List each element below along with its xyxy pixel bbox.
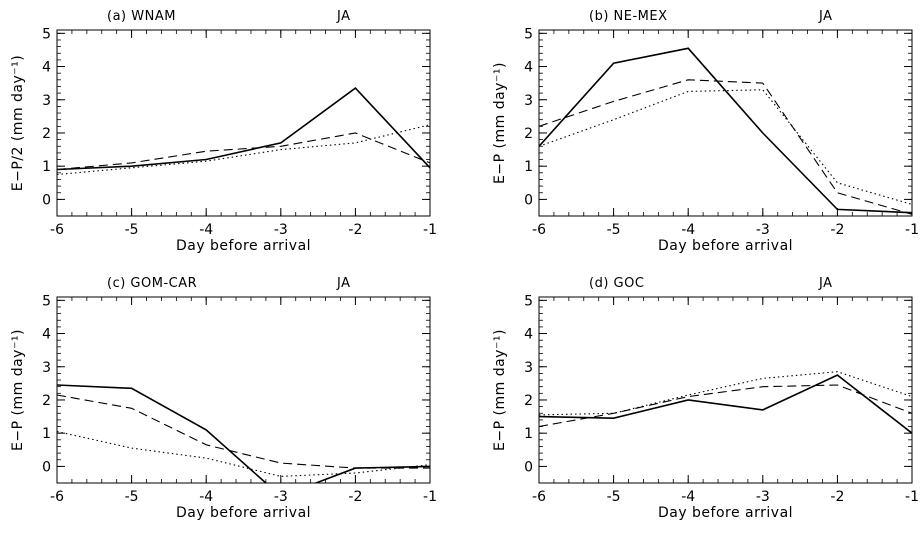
y-tick-label: 4 xyxy=(524,60,533,76)
x-tick-label: -6 xyxy=(532,489,546,505)
y-tick-label: 2 xyxy=(524,393,533,409)
y-tick-label: 1 xyxy=(42,159,51,175)
y-tick-label: 2 xyxy=(42,126,51,142)
season-label: JA xyxy=(336,276,351,291)
series-line-solid xyxy=(539,47,912,214)
x-tick-label: -4 xyxy=(681,222,695,238)
y-tick-label: 0 xyxy=(42,192,51,208)
y-axis-title: E−P (mm day⁻¹) xyxy=(492,329,508,451)
season-label: JA xyxy=(336,9,351,24)
panel-title: (b) NE-MEX xyxy=(589,9,668,24)
x-tick-label: -2 xyxy=(348,222,362,238)
series-line-dashed xyxy=(57,132,430,171)
y-tick-label: 1 xyxy=(42,426,51,442)
x-tick-label: -5 xyxy=(607,489,621,505)
x-axis-title: Day before arrival xyxy=(176,505,311,521)
y-tick-label: 5 xyxy=(524,293,533,309)
x-tick-label: -6 xyxy=(532,222,546,238)
x-tick-label: -1 xyxy=(905,489,919,505)
y-tick-label: 4 xyxy=(524,327,533,343)
series-line-dotted xyxy=(57,430,430,477)
panel-title: (a) WNAM xyxy=(107,9,176,24)
y-axis-title: E−P/2 (mm day⁻¹) xyxy=(10,55,26,192)
x-tick-label: -3 xyxy=(756,222,770,238)
x-axis-title: Day before arrival xyxy=(658,505,793,521)
panel-title: (d) GOC xyxy=(589,276,644,291)
x-tick-label: -1 xyxy=(423,489,437,505)
x-tick-label: -4 xyxy=(681,489,695,505)
x-tick-label: -5 xyxy=(607,222,621,238)
x-tick-label: -2 xyxy=(830,489,844,505)
x-tick-label: -3 xyxy=(274,489,288,505)
x-tick-label: -2 xyxy=(348,489,362,505)
y-tick-label: 4 xyxy=(42,60,51,76)
x-tick-label: -4 xyxy=(199,222,213,238)
y-tick-label: 5 xyxy=(42,293,51,309)
series-line-solid xyxy=(57,384,430,483)
x-tick-label: -5 xyxy=(125,489,139,505)
series-line-dashed xyxy=(539,384,912,428)
series-line-dashed xyxy=(57,394,430,469)
panel-title: (c) GOM-CAR xyxy=(107,276,197,291)
chart-panel-4: -6 -5 -4 -3 -2 -1 0 1 2 3 4 5 (d) GOC JA Day before ar… xyxy=(492,276,919,521)
y-tick-label: 0 xyxy=(524,459,533,475)
series-line-dotted xyxy=(539,89,912,205)
plot-frame xyxy=(56,296,431,484)
y-tick-label: 1 xyxy=(524,426,533,442)
series-line-dashed xyxy=(539,79,912,215)
y-tick-label: 5 xyxy=(524,26,533,42)
y-tick-label: 0 xyxy=(524,192,533,208)
chart-panel-2: -6 -5 -4 -3 -2 -1 0 1 2 3 4 5 (b) NE-MEX JA Day before… xyxy=(492,9,919,254)
series-line-dotted xyxy=(539,371,912,416)
y-tick-label: 3 xyxy=(42,93,51,109)
x-tick-label: -3 xyxy=(274,222,288,238)
y-tick-label: 3 xyxy=(524,360,533,376)
y-tick-label: 1 xyxy=(524,159,533,175)
chart-panel-3: -6 -5 -4 -3 -2 -1 0 1 2 3 4 5 (c) GOM-CAR JA Day befor… xyxy=(10,276,437,521)
plot-frame xyxy=(56,29,431,217)
x-axis-title: Day before arrival xyxy=(658,238,793,254)
y-tick-label: 2 xyxy=(42,393,51,409)
series-line-solid xyxy=(57,87,430,171)
x-tick-label: -6 xyxy=(50,489,64,505)
y-tick-label: 3 xyxy=(524,93,533,109)
x-tick-label: -6 xyxy=(50,222,64,238)
y-axis-title: E−P (mm day⁻¹) xyxy=(492,62,508,184)
y-tick-label: 3 xyxy=(42,360,51,376)
x-tick-label: -4 xyxy=(199,489,213,505)
y-tick-label: 4 xyxy=(42,327,51,343)
plot-frame xyxy=(538,296,913,484)
y-axis-title: E−P (mm day⁻¹) xyxy=(10,329,26,451)
plot-frame xyxy=(538,29,913,217)
x-axis-title: Day before arrival xyxy=(176,238,311,254)
season-label: JA xyxy=(818,9,833,24)
x-tick-label: -5 xyxy=(125,222,139,238)
x-tick-label: -1 xyxy=(423,222,437,238)
x-tick-label: -3 xyxy=(756,489,770,505)
y-tick-label: 2 xyxy=(524,126,533,142)
season-label: JA xyxy=(818,276,833,291)
x-tick-label: -1 xyxy=(905,222,919,238)
series-line-solid xyxy=(539,374,912,434)
x-tick-label: -2 xyxy=(830,222,844,238)
y-tick-label: 5 xyxy=(42,26,51,42)
y-tick-label: 0 xyxy=(42,459,51,475)
chart-panel-1: -6 -5 -4 -3 -2 -1 0 1 2 3 4 5 (a) WNAM JA Day before a… xyxy=(10,9,437,254)
